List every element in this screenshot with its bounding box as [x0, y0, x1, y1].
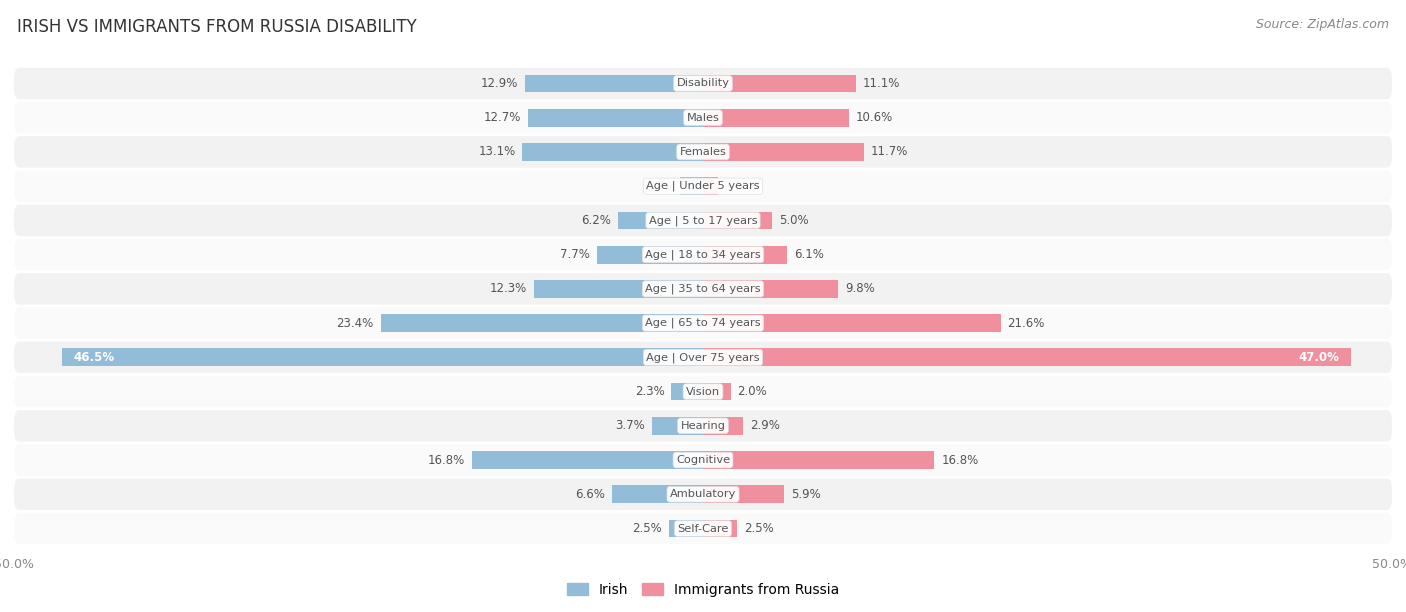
Text: 16.8%: 16.8%: [942, 453, 979, 466]
FancyBboxPatch shape: [14, 444, 1392, 476]
Bar: [703, 348, 1351, 366]
FancyBboxPatch shape: [14, 136, 1392, 168]
Bar: [471, 451, 703, 469]
Text: Age | 5 to 17 years: Age | 5 to 17 years: [648, 215, 758, 226]
Text: 5.9%: 5.9%: [792, 488, 821, 501]
Text: 1.1%: 1.1%: [725, 180, 755, 193]
Text: Cognitive: Cognitive: [676, 455, 730, 465]
FancyBboxPatch shape: [14, 204, 1392, 236]
Text: 2.3%: 2.3%: [634, 385, 665, 398]
Text: 12.7%: 12.7%: [484, 111, 522, 124]
Bar: [703, 382, 731, 400]
Text: Source: ZipAtlas.com: Source: ZipAtlas.com: [1256, 18, 1389, 31]
Text: 21.6%: 21.6%: [1008, 316, 1045, 330]
FancyBboxPatch shape: [14, 376, 1392, 408]
Bar: [669, 520, 703, 537]
Text: 11.1%: 11.1%: [863, 77, 900, 90]
Bar: [529, 109, 703, 127]
Text: 2.5%: 2.5%: [744, 522, 775, 535]
Text: Self-Care: Self-Care: [678, 523, 728, 534]
Text: 2.0%: 2.0%: [738, 385, 768, 398]
Text: Age | 35 to 64 years: Age | 35 to 64 years: [645, 283, 761, 294]
Text: 47.0%: 47.0%: [1299, 351, 1340, 364]
Text: 1.7%: 1.7%: [643, 180, 672, 193]
Bar: [703, 246, 787, 264]
FancyBboxPatch shape: [14, 513, 1392, 544]
Text: 13.1%: 13.1%: [478, 146, 516, 159]
Text: 6.2%: 6.2%: [581, 214, 610, 227]
Bar: [526, 75, 703, 92]
Text: 2.9%: 2.9%: [749, 419, 780, 432]
Bar: [62, 348, 703, 366]
Bar: [523, 143, 703, 161]
Bar: [652, 417, 703, 435]
Text: 9.8%: 9.8%: [845, 282, 875, 296]
Bar: [703, 280, 838, 298]
Bar: [703, 520, 738, 537]
FancyBboxPatch shape: [14, 307, 1392, 339]
Bar: [671, 382, 703, 400]
Bar: [612, 485, 703, 503]
Text: Vision: Vision: [686, 387, 720, 397]
Text: IRISH VS IMMIGRANTS FROM RUSSIA DISABILITY: IRISH VS IMMIGRANTS FROM RUSSIA DISABILI…: [17, 18, 416, 36]
Text: 5.0%: 5.0%: [779, 214, 808, 227]
Text: 12.3%: 12.3%: [489, 282, 527, 296]
Text: 23.4%: 23.4%: [336, 316, 374, 330]
Text: Disability: Disability: [676, 78, 730, 89]
FancyBboxPatch shape: [14, 239, 1392, 271]
FancyBboxPatch shape: [14, 170, 1392, 202]
Text: 10.6%: 10.6%: [856, 111, 893, 124]
Bar: [533, 280, 703, 298]
Bar: [703, 451, 935, 469]
Text: 3.7%: 3.7%: [616, 419, 645, 432]
Text: Age | 18 to 34 years: Age | 18 to 34 years: [645, 250, 761, 260]
FancyBboxPatch shape: [14, 410, 1392, 442]
Text: 6.1%: 6.1%: [794, 248, 824, 261]
FancyBboxPatch shape: [14, 341, 1392, 373]
Text: Ambulatory: Ambulatory: [669, 490, 737, 499]
Text: Females: Females: [679, 147, 727, 157]
Bar: [703, 75, 856, 92]
Text: Age | Over 75 years: Age | Over 75 years: [647, 352, 759, 362]
Text: Age | 65 to 74 years: Age | 65 to 74 years: [645, 318, 761, 329]
Text: 11.7%: 11.7%: [872, 146, 908, 159]
Bar: [381, 314, 703, 332]
Text: Age | Under 5 years: Age | Under 5 years: [647, 181, 759, 192]
FancyBboxPatch shape: [14, 68, 1392, 99]
Bar: [598, 246, 703, 264]
Text: Males: Males: [686, 113, 720, 122]
Bar: [703, 212, 772, 230]
Text: 6.6%: 6.6%: [575, 488, 605, 501]
Text: 7.7%: 7.7%: [560, 248, 591, 261]
Bar: [703, 109, 849, 127]
Text: 12.9%: 12.9%: [481, 77, 519, 90]
Bar: [617, 212, 703, 230]
FancyBboxPatch shape: [14, 273, 1392, 305]
Text: 46.5%: 46.5%: [73, 351, 114, 364]
Bar: [703, 417, 742, 435]
FancyBboxPatch shape: [14, 102, 1392, 133]
FancyBboxPatch shape: [14, 479, 1392, 510]
Bar: [703, 143, 865, 161]
Bar: [703, 485, 785, 503]
Bar: [703, 314, 1001, 332]
Text: 16.8%: 16.8%: [427, 453, 464, 466]
Text: Hearing: Hearing: [681, 421, 725, 431]
Bar: [703, 177, 718, 195]
Bar: [679, 177, 703, 195]
Legend: Irish, Immigrants from Russia: Irish, Immigrants from Russia: [561, 578, 845, 603]
Text: 2.5%: 2.5%: [631, 522, 662, 535]
